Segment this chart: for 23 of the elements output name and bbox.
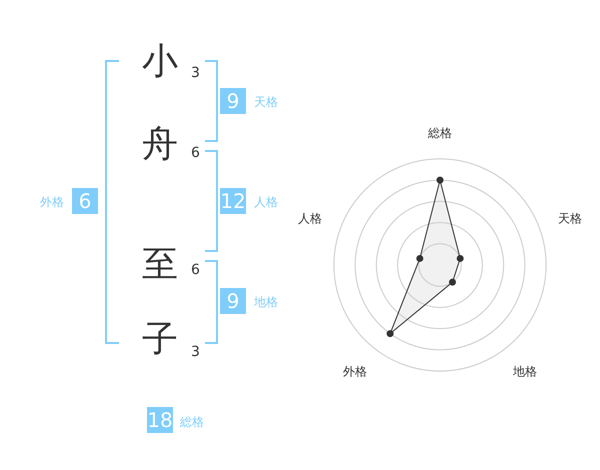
text: 9 (220, 288, 246, 314)
text: 天格 (254, 95, 278, 109)
text: 18 (147, 407, 173, 433)
spoke-label: 外格 (343, 364, 368, 379)
text: 12 (220, 188, 246, 214)
text: 総格 (180, 415, 204, 429)
text: 9 (220, 88, 246, 114)
text: 6 (191, 262, 200, 278)
text: 外格 (40, 195, 64, 209)
spoke-label: 人格 (298, 212, 322, 226)
spoke-label: 天格 (558, 212, 582, 226)
spoke-label: 総格 (427, 126, 452, 140)
text: 6 (191, 145, 200, 161)
text: 3 (191, 65, 200, 81)
spoke-label: 地格 (512, 364, 537, 379)
text: 地格 (254, 295, 278, 309)
text: 子 (142, 319, 178, 360)
text: 6 (72, 188, 98, 214)
text: 3 (191, 344, 200, 360)
text: 人格 (254, 195, 278, 209)
text: 舟 (142, 124, 178, 165)
text: 至 (142, 244, 178, 285)
text: 小 (142, 41, 178, 82)
